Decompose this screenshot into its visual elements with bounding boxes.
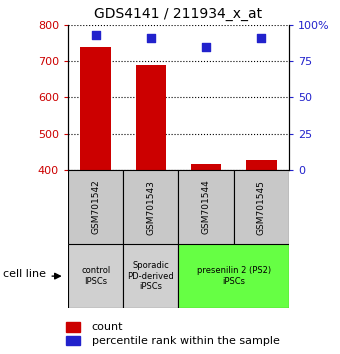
Text: control
IPSCs: control IPSCs: [81, 267, 110, 286]
Point: [148, 35, 154, 41]
Bar: [246, 160, 276, 170]
Bar: [68, 244, 123, 308]
Bar: [123, 244, 178, 308]
Point: [259, 35, 264, 41]
Bar: [66, 336, 80, 345]
Text: presenilin 2 (PS2)
iPSCs: presenilin 2 (PS2) iPSCs: [197, 267, 271, 286]
Bar: [66, 322, 80, 332]
Text: GSM701545: GSM701545: [257, 179, 266, 235]
Text: GSM701542: GSM701542: [91, 180, 100, 234]
Bar: [68, 170, 123, 244]
Bar: [234, 170, 289, 244]
Bar: [136, 65, 166, 170]
Bar: [178, 170, 234, 244]
Text: cell line: cell line: [3, 269, 46, 279]
Text: percentile rank within the sample: percentile rank within the sample: [92, 336, 280, 346]
Bar: [178, 244, 289, 308]
Point: [203, 44, 209, 49]
Bar: [191, 165, 221, 170]
Title: GDS4141 / 211934_x_at: GDS4141 / 211934_x_at: [95, 7, 262, 21]
Text: GSM701544: GSM701544: [202, 180, 210, 234]
Bar: [81, 46, 111, 170]
Text: GSM701543: GSM701543: [147, 179, 155, 235]
Text: Sporadic
PD-derived
iPSCs: Sporadic PD-derived iPSCs: [128, 261, 174, 291]
Text: count: count: [92, 322, 123, 332]
Bar: [123, 170, 178, 244]
Point: [93, 32, 98, 38]
